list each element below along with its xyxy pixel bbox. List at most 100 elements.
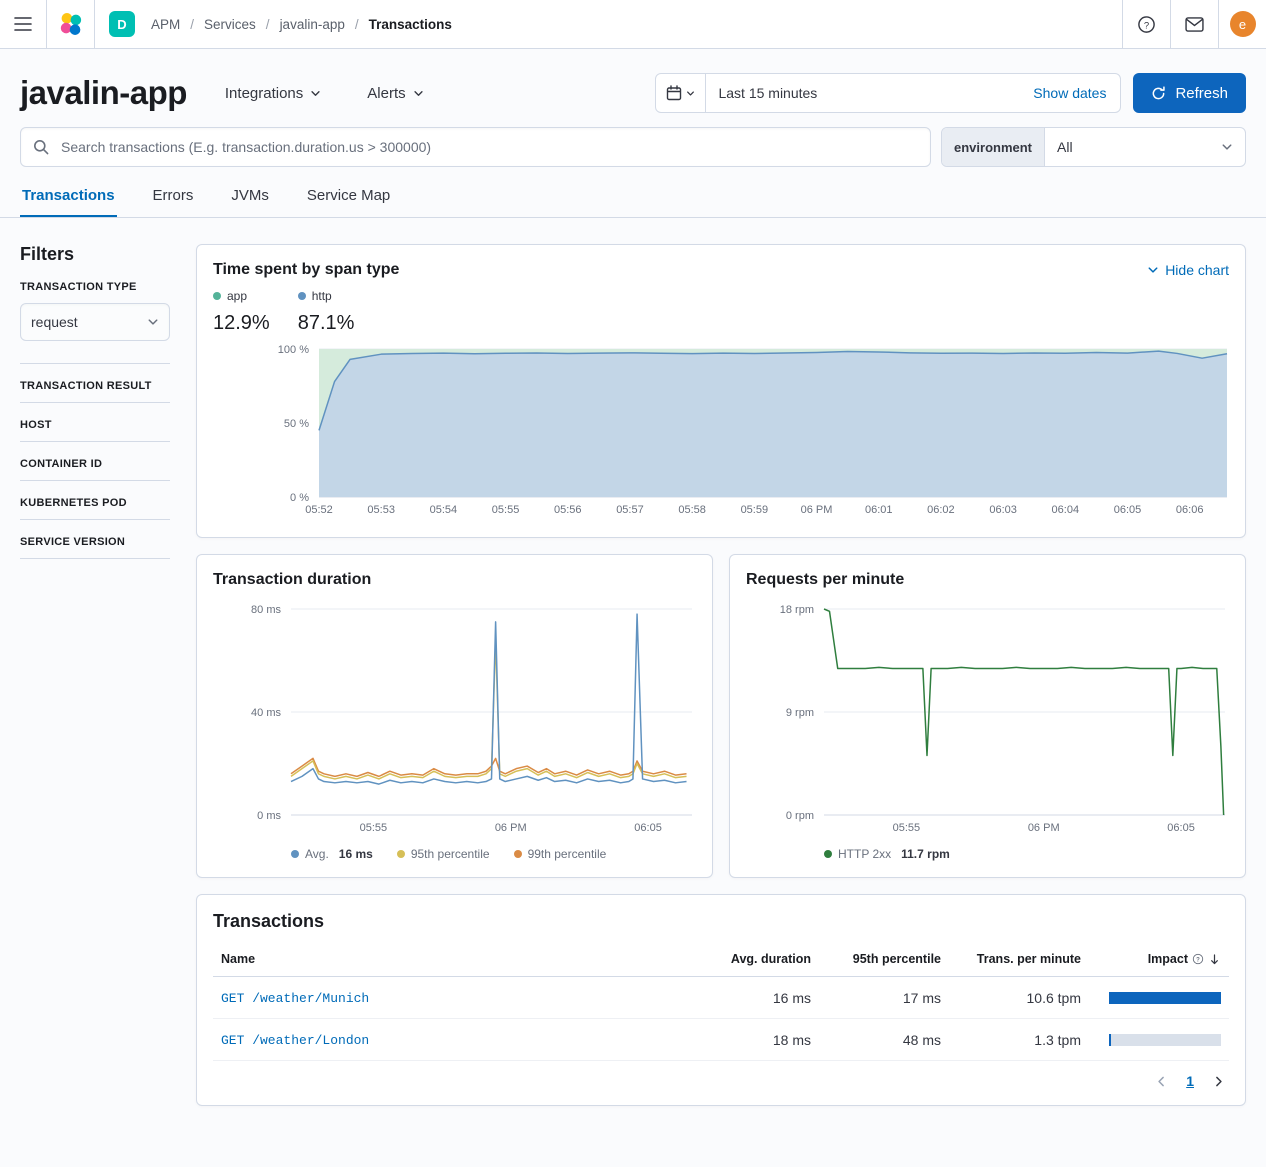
span-type-chart[interactable]: 0 % 50 % 100 % 05:52 05:53 05:54 05:55 05:56 05:…: [213, 341, 1229, 521]
svg-text:05:55: 05:55: [893, 822, 921, 834]
sort-descending-icon: [1208, 953, 1221, 966]
svg-text:?: ?: [1196, 957, 1200, 963]
next-page-button[interactable]: [1212, 1075, 1225, 1088]
help-button[interactable]: ?: [1122, 0, 1170, 48]
impact-bar: [1109, 1033, 1221, 1046]
top-navigation-bar: D APM Services javalin-app Transactions …: [0, 0, 1266, 49]
menu-toggle-button[interactable]: [0, 0, 47, 48]
svg-text:06:05: 06:05: [634, 822, 662, 834]
p99-label: 99th percentile: [527, 847, 607, 861]
refresh-button[interactable]: Refresh: [1133, 73, 1246, 113]
environment-select[interactable]: All: [1045, 128, 1245, 166]
integrations-menu[interactable]: Integrations: [225, 85, 321, 102]
svg-text:9 rpm: 9 rpm: [786, 707, 814, 719]
svg-text:0 rpm: 0 rpm: [786, 810, 814, 822]
space-badge[interactable]: D: [109, 11, 135, 37]
london-95th-percentile: 48 ms: [819, 1018, 949, 1061]
app-series-dot: [213, 292, 221, 300]
page-number-1[interactable]: 1: [1186, 1073, 1194, 1089]
show-dates-link[interactable]: Show dates: [1033, 85, 1107, 101]
span-type-card: Time spent by span type Hide chart app 1…: [196, 244, 1246, 538]
breadcrumb-apm[interactable]: APM: [151, 16, 181, 32]
time-controls: Last 15 minutes Show dates Refresh: [655, 73, 1246, 113]
column-header-name[interactable]: Name: [213, 942, 689, 977]
column-header-trans-per-minute[interactable]: Trans. per minute: [949, 942, 1089, 977]
london-avg-duration: 18 ms: [689, 1018, 819, 1061]
breadcrumb-service-name[interactable]: javalin-app: [256, 17, 345, 32]
breadcrumb-current-page: Transactions: [345, 17, 452, 32]
transaction-duration-chart[interactable]: 0 ms 40 ms 80 ms 05:55 06 PM 06:05: [213, 601, 696, 839]
legend-item-99th[interactable]: 99th percentile: [513, 847, 607, 861]
chevron-down-icon: [1221, 141, 1233, 153]
previous-page-button[interactable]: [1155, 1075, 1168, 1088]
user-menu-button[interactable]: e: [1218, 0, 1266, 48]
requests-per-minute-title: Requests per minute: [746, 571, 905, 588]
legend-item-app[interactable]: app: [213, 289, 270, 303]
transaction-duration-title: Transaction duration: [213, 571, 372, 588]
column-header-avg-duration[interactable]: Avg. duration: [689, 942, 819, 977]
breadcrumb-services[interactable]: Services: [180, 17, 256, 32]
svg-text:80 ms: 80 ms: [251, 604, 281, 616]
search-transactions-input[interactable]: [20, 127, 931, 167]
requests-per-minute-chart[interactable]: 0 rpm 9 rpm 18 rpm 05:55 06 PM 06:05: [746, 601, 1229, 839]
svg-text:06 PM: 06 PM: [495, 822, 527, 834]
transaction-duration-card: Transaction duration 0 ms 40 ms 80 ms 05:55…: [196, 554, 713, 878]
charts-row: Transaction duration 0 ms 40 ms 80 ms 05:55…: [196, 554, 1246, 878]
calendar-button[interactable]: [656, 74, 707, 112]
legend-item-http-2xx[interactable]: HTTP 2xx 11.7 rpm: [824, 847, 950, 861]
column-header-impact[interactable]: Impact ?: [1089, 942, 1229, 977]
tab-service-map[interactable]: Service Map: [306, 187, 391, 204]
svg-text:0 %: 0 %: [290, 492, 309, 504]
svg-text:05:56: 05:56: [554, 504, 582, 516]
refresh-label: Refresh: [1175, 84, 1228, 102]
svg-text:05:55: 05:55: [360, 822, 388, 834]
legend-item-http[interactable]: http: [297, 289, 355, 303]
time-range-value[interactable]: Last 15 minutes: [718, 85, 818, 101]
tab-jvms[interactable]: JVMs: [231, 187, 269, 204]
legend-item-avg[interactable]: Avg. 16 ms: [291, 847, 373, 861]
alerts-menu[interactable]: Alerts: [367, 85, 423, 102]
app-percentage: 12.9%: [213, 312, 270, 334]
p95-label: 95th percentile: [410, 847, 490, 861]
date-picker: Last 15 minutes Show dates: [655, 73, 1122, 113]
hide-chart-button[interactable]: Hide chart: [1147, 262, 1229, 278]
svg-text:18 rpm: 18 rpm: [780, 604, 814, 616]
chevron-down-icon: [1147, 264, 1159, 276]
chevron-down-icon: [686, 89, 695, 98]
http-percentage: 87.1%: [297, 312, 355, 334]
svg-text:05:55: 05:55: [492, 504, 520, 516]
question-circle-icon[interactable]: ?: [1192, 953, 1204, 965]
pagination: 1: [213, 1073, 1229, 1089]
newsfeed-button[interactable]: [1170, 0, 1218, 48]
filter-divider: [20, 558, 170, 559]
tab-errors[interactable]: Errors: [152, 187, 194, 204]
p99-series-dot: [513, 850, 522, 858]
transactions-table: Name Avg. duration 95th percentile Trans…: [213, 942, 1229, 1061]
munich-95th-percentile: 17 ms: [819, 976, 949, 1019]
filters-title: Filters: [20, 244, 75, 264]
column-header-95th-percentile[interactable]: 95th percentile: [819, 942, 949, 977]
impact-label: Impact: [1147, 952, 1188, 966]
transaction-link-munich[interactable]: GET /weather/Munich: [221, 991, 370, 1006]
table-row: GET /weather/Munich 16 ms 17 ms 10.6 tpm: [213, 976, 1229, 1019]
svg-text:05:59: 05:59: [741, 504, 769, 516]
svg-text:06:03: 06:03: [989, 504, 1017, 516]
elastic-logo-icon: [58, 11, 84, 37]
london-trans-per-minute: 1.3 tpm: [949, 1018, 1089, 1061]
legend-item-95th[interactable]: 95th percentile: [396, 847, 490, 861]
svg-text:?: ?: [1144, 20, 1149, 31]
filter-label-kubernetes-pod: KUBERNETES POD: [20, 497, 127, 509]
span-type-legend: app 12.9% http 87.1%: [213, 289, 1229, 335]
munich-trans-per-minute: 10.6 tpm: [949, 976, 1089, 1019]
duration-chart-legend: Avg. 16 ms 95th percentile 99th percenti…: [213, 847, 696, 861]
transaction-type-select[interactable]: request: [20, 303, 170, 341]
transaction-link-london[interactable]: GET /weather/London: [221, 1033, 370, 1048]
elastic-logo[interactable]: [47, 0, 95, 48]
filter-divider: [20, 441, 170, 442]
breadcrumb: APM Services javalin-app Transactions: [151, 0, 452, 48]
filter-label-transaction-type: TRANSACTION TYPE: [20, 281, 137, 293]
svg-text:06:01: 06:01: [865, 504, 893, 516]
tab-transactions[interactable]: Transactions: [20, 175, 117, 217]
transactions-table-title: Transactions: [213, 911, 325, 931]
alerts-label: Alerts: [367, 84, 406, 102]
